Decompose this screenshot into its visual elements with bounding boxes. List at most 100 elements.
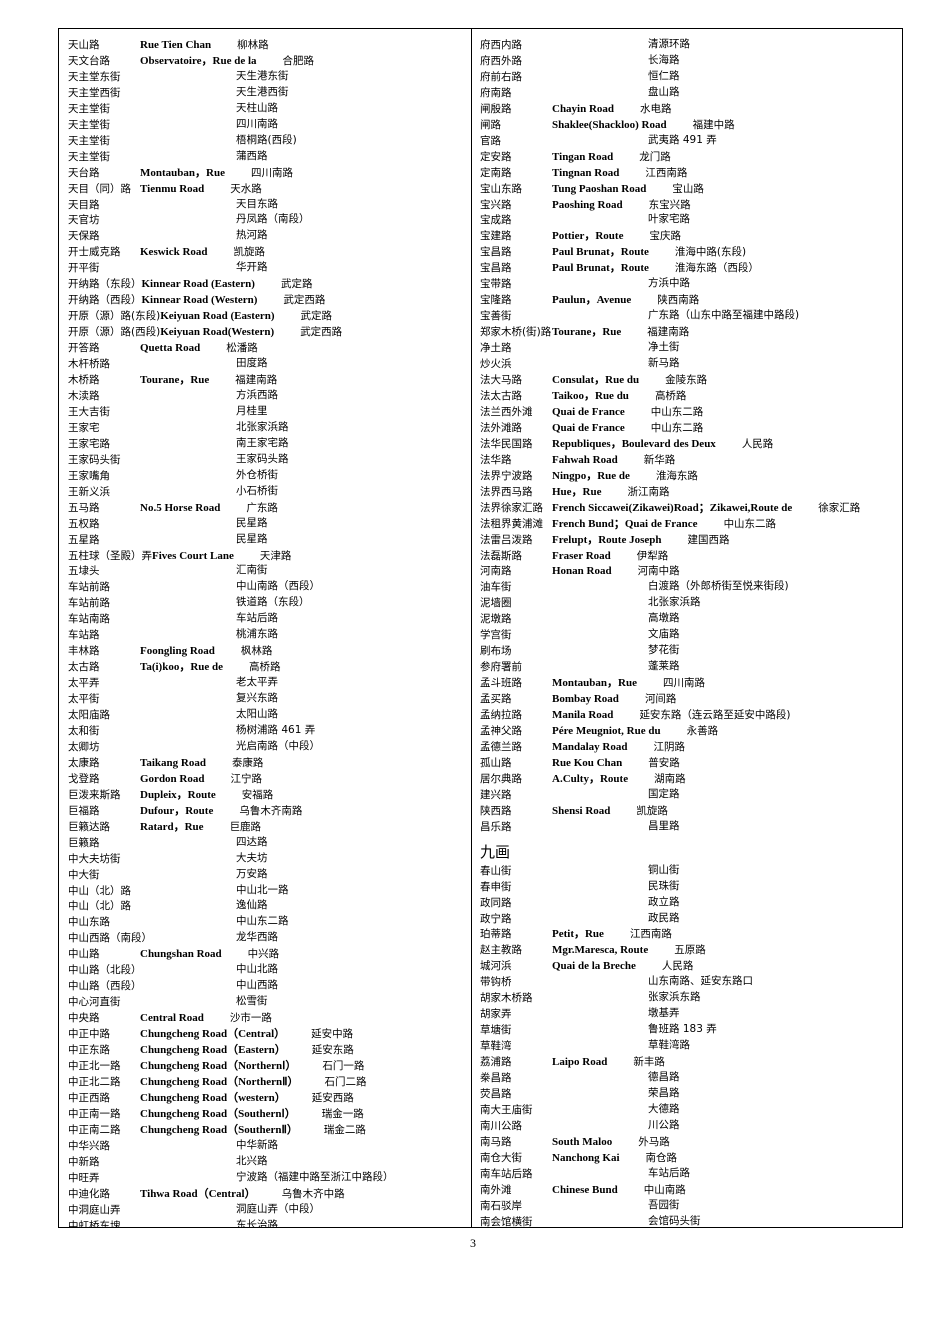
current-name: 吾园街 (648, 1198, 680, 1211)
street-entry: 胡家弄 墩基弄 (480, 1006, 900, 1022)
current-name: 凯旋路 (233, 246, 266, 259)
street-entry: 陕西路 Shensi Road 凯旋路 (480, 803, 900, 819)
current-name: 广东路（山东中路至福建中路段) (648, 309, 800, 322)
old-name: 草塘街 (480, 1024, 512, 1037)
old-name: 府南路 (480, 86, 512, 99)
old-name: 王新义浜 (68, 485, 110, 498)
old-name: 净土路 (480, 342, 512, 355)
old-name: 南外滩 (480, 1183, 512, 1196)
current-name: 新丰路 (633, 1056, 665, 1069)
old-name: 天主堂东街 (68, 70, 121, 83)
old-name: 法华路 (480, 453, 512, 466)
old-name: 河南路 (480, 565, 512, 578)
street-entry: 开士威克路 Keswick Road 凯旋路 (68, 244, 468, 260)
current-name: 天生港西街 (236, 85, 289, 98)
street-entry: 政宁路 政民路 (480, 911, 900, 927)
street-entry: 王新义浜 小石桥街 (68, 484, 468, 500)
foreign-name: Petit，Rue (552, 928, 604, 941)
current-name: 淮海中路(东段) (674, 246, 747, 259)
current-name: 龙门路 (639, 150, 671, 163)
current-name: 南仓路 (645, 1151, 678, 1164)
current-name: 江西南路 (629, 928, 672, 941)
street-entry: 天主堂西街 天生港西街 (68, 85, 468, 101)
street-entry: 法界宁波路 Ningpo，Rue de 淮海东路 (480, 468, 900, 484)
old-name: 中洞庭山弄 (68, 1203, 121, 1216)
old-name: 孟神父路 (480, 724, 522, 737)
current-name: 中山南路（西段） (236, 580, 320, 593)
street-entry: 五权路 民星路 (68, 516, 468, 532)
old-name: 中山路（北段） (68, 964, 142, 977)
street-entry: 天台路 Montauban，Rue 四川南路 (68, 165, 468, 181)
street-entry: 南马路 South Maloo 外马路 (480, 1134, 900, 1150)
current-name: 大德路 (648, 1102, 680, 1115)
page-number: 3 (470, 1236, 476, 1250)
street-entry: 法外滩路 Quai de France 中山东二路 (480, 420, 900, 436)
old-name: 法界宁波路 (480, 469, 533, 482)
current-name: 江阴路 (653, 740, 686, 753)
street-entry: 开纳路（东段）Kinnear Road (Eastern) 武定路 (68, 276, 468, 292)
current-name: 光启南路（中段） (236, 739, 320, 752)
foreign-name: Paulun，Avenue (552, 294, 632, 307)
foreign-name: Tourane，Rue (140, 374, 210, 387)
street-entry: 中大夫坊街 大夫坊 (68, 851, 468, 867)
old-name: 宝成路 (480, 214, 512, 227)
current-name: 人民路 (741, 437, 774, 450)
street-entry: 太平弄 老太平弄 (68, 675, 468, 691)
street-entry: 王大吉街 月桂里 (68, 404, 468, 420)
street-entry: 王家宅路 南王家宅路 (68, 436, 468, 452)
street-entry: 南川公路 川公路 (480, 1118, 900, 1134)
old-name: 天山路 (68, 39, 100, 51)
street-entry: 戈登路 Gordon Road 江宁路 (68, 771, 468, 787)
current-name: 中山东二路 (650, 405, 704, 418)
current-name: 方浜中路 (648, 277, 690, 290)
current-name: 河南中路 (637, 565, 680, 578)
current-name: 龙华西路 (236, 931, 278, 944)
current-name: 五原路 (674, 944, 706, 957)
current-name: 车站后路 (648, 1166, 690, 1179)
street-entry: 中正北二路 Chungcheng Road（NorthernⅡ） 石门二路 (68, 1074, 468, 1090)
street-entry: 府西外路 长海路 (480, 53, 900, 69)
current-name: 清源环路 (648, 38, 690, 50)
current-name: 水电路 (640, 102, 672, 115)
current-name: 昌里路 (648, 819, 680, 832)
current-name: 中山北一路 (236, 883, 289, 896)
current-name: 延安中路 (311, 1028, 354, 1041)
current-name: 东宝兴路 (648, 198, 691, 211)
current-name: 淮海东路（西段） (674, 262, 759, 275)
current-name: 瑞金二路 (323, 1123, 366, 1136)
current-name: 枫林路 (240, 645, 273, 658)
old-name: 巨籁路 (68, 836, 100, 849)
foreign-name: A.Culty，Route (552, 772, 629, 785)
current-name: 张家浜东路 (648, 991, 701, 1004)
foreign-name: Bombay Road (552, 693, 619, 706)
foreign-name: Nanchong Kai (552, 1151, 620, 1164)
old-name: 城河浜 (480, 960, 512, 973)
street-entry: 太康路 Taikang Road 泰康路 (68, 755, 468, 771)
current-name: 白渡路（外郎桥街至悦来街段) (648, 580, 789, 593)
old-name: 木渎路 (68, 389, 100, 402)
street-entry: 中迪化路 Tihwa Road（Central） 乌鲁木齐中路 (68, 1186, 468, 1202)
old-name: 法租界黄浦滩 (480, 517, 543, 530)
old-name: 官路 (480, 134, 501, 147)
current-name: 沙市一路 (229, 1012, 272, 1025)
foreign-name: Gordon Road (140, 772, 205, 785)
current-name: 江宁路 (230, 772, 263, 785)
street-entry: 中山（北）路 中山北一路 (68, 883, 468, 899)
current-name: 桃浦东路 (236, 628, 278, 641)
street-entry: 中正南二路 Chungcheng Road（SouthernⅡ） 瑞金二路 (68, 1122, 468, 1138)
street-entry: 孟纳拉路 Manila Road 延安东路（连云路至延安中路段) (480, 707, 900, 723)
foreign-name: Tourane，Rue (552, 326, 622, 339)
street-entry: 宝隆路 Paulun，Avenue 陕西南路 (480, 292, 900, 308)
old-name: 中旺弄 (68, 1171, 100, 1184)
street-entry: 太古路 Ta(i)koo，Rue de 高桥路 (68, 659, 468, 675)
current-name: 中山南路 (643, 1183, 686, 1196)
old-name: 天主堂街 (68, 134, 110, 147)
street-entry: 南仓大街 Nanchong Kai 南仓路 (480, 1150, 900, 1166)
old-name: 法界西马路 (480, 485, 533, 498)
current-name: 复兴东路 (236, 692, 278, 705)
foreign-name: South Maloo (552, 1135, 613, 1148)
street-entry: 孟神父路 Pére Meugniot, Rue du 永善路 (480, 723, 900, 739)
street-entry: 天主堂东街 天生港东街 (68, 69, 468, 85)
old-name: 中山路 (68, 948, 100, 961)
street-entry: 南石驳岸 吾园街 (480, 1198, 900, 1214)
